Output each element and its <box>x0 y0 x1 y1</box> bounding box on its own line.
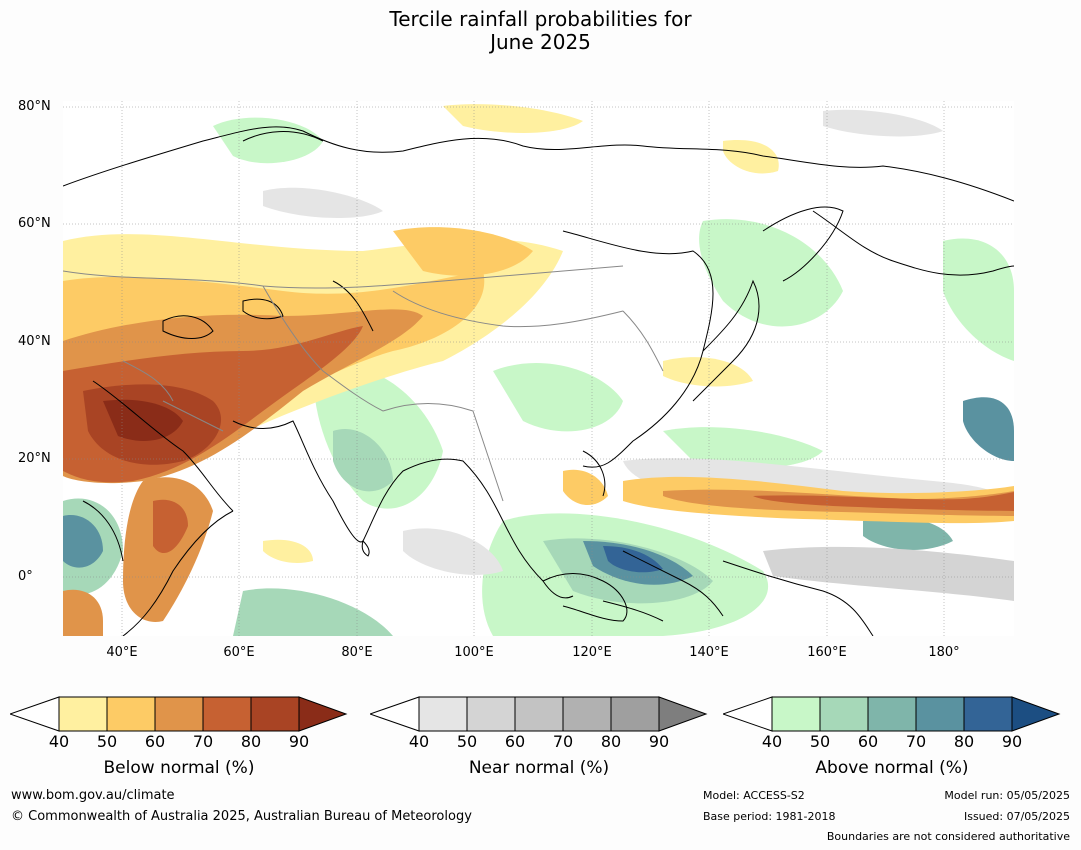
colorbar-below-normal <box>10 696 348 732</box>
below-tick-40: 40 <box>48 732 70 751</box>
map-canvas <box>63 101 1014 636</box>
above-tick-50: 50 <box>809 732 831 751</box>
lon-label-140e: 140°E <box>689 645 729 660</box>
above-tick-40: 40 <box>761 732 783 751</box>
below-tick-60: 60 <box>144 732 166 751</box>
near-tick-60: 60 <box>504 732 526 751</box>
lon-label-100e: 100°E <box>454 645 494 660</box>
colorbar-near-label: Near normal (%) <box>468 758 610 778</box>
lat-label-60n: 60°N <box>18 216 51 231</box>
lon-label-60e: 60°E <box>223 645 255 660</box>
colorbar-above-normal <box>723 696 1061 732</box>
below-tick-70: 70 <box>192 732 214 751</box>
country-borders <box>63 265 664 502</box>
lat-label-0: 0° <box>18 569 33 584</box>
colorbar-above-label: Above normal (%) <box>815 758 969 778</box>
lon-label-80e: 80°E <box>341 645 373 660</box>
lon-label-180: 180° <box>928 645 960 660</box>
model-run-text: Model run: 05/05/2025 <box>944 789 1070 802</box>
model-text: Model: ACCESS-S2 <box>703 789 805 802</box>
above-tick-70: 70 <box>905 732 927 751</box>
rainfall-probability-map <box>63 101 1014 636</box>
below-tick-80: 80 <box>240 732 262 751</box>
above-normal-regions <box>63 117 1014 636</box>
below-tick-50: 50 <box>96 732 118 751</box>
below-normal-regions <box>63 104 1014 636</box>
title-line-1: Tercile rainfall probabilities for <box>389 7 692 31</box>
coastlines <box>63 126 1014 636</box>
lat-label-40n: 40°N <box>18 334 51 349</box>
base-period-text: Base period: 1981-2018 <box>703 810 836 823</box>
colorbar-below-label: Below normal (%) <box>103 758 255 778</box>
near-tick-50: 50 <box>456 732 478 751</box>
near-tick-80: 80 <box>600 732 622 751</box>
website-link[interactable]: www.bom.gov.au/climate <box>11 788 175 803</box>
above-tick-90: 90 <box>1001 732 1023 751</box>
lon-label-160e: 160°E <box>807 645 847 660</box>
issued-text: Issued: 07/05/2025 <box>963 810 1070 823</box>
near-tick-40: 40 <box>408 732 430 751</box>
map-title: Tercile rainfall probabilities for June … <box>0 8 1081 54</box>
title-line-2: June 2025 <box>490 30 591 54</box>
lat-label-20n: 20°N <box>18 451 51 466</box>
map-gridlines <box>63 101 1014 636</box>
copyright-text: © Commonwealth of Australia 2025, Austra… <box>11 809 472 824</box>
above-tick-80: 80 <box>953 732 975 751</box>
below-tick-90: 90 <box>288 732 310 751</box>
lon-label-40e: 40°E <box>106 645 138 660</box>
near-tick-70: 70 <box>552 732 574 751</box>
colorbar-near-normal <box>370 696 708 732</box>
above-tick-60: 60 <box>857 732 879 751</box>
lat-label-80n: 80°N <box>18 99 51 114</box>
disclaimer-text: Boundaries are not considered authoritat… <box>826 830 1070 843</box>
lon-label-120e: 120°E <box>572 645 612 660</box>
near-tick-90: 90 <box>648 732 670 751</box>
